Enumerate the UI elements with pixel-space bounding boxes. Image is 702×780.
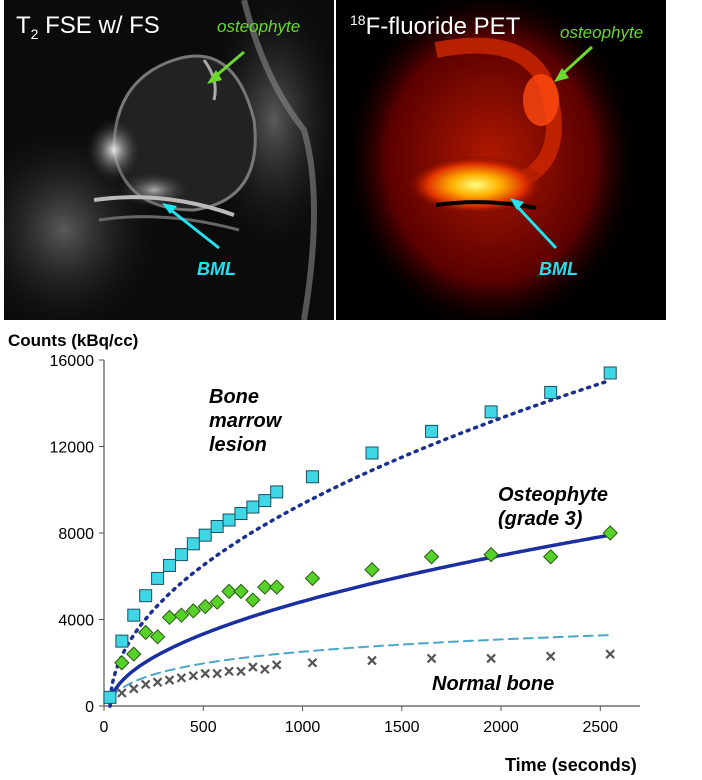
normal-bone-point [117, 688, 127, 698]
series-label-normal-bone: Normal bone [432, 673, 555, 695]
osteophyte-point [269, 579, 285, 595]
bml-point [163, 558, 177, 572]
x-tick-label: 2500 [582, 719, 618, 736]
bml-point [127, 608, 141, 622]
normal-bone-point [164, 675, 175, 685]
x-tick-label: 2000 [483, 719, 519, 736]
mri-knee-image [4, 0, 334, 320]
bml-point [258, 494, 272, 508]
mri-image-panel: T2 FSE w/ FS osteophyte BML [4, 0, 334, 320]
normal-bone-point [129, 683, 139, 694]
osteophyte-point [483, 546, 499, 563]
normal-bone-fit-line [110, 634, 612, 697]
bml-point [603, 366, 617, 380]
osteophyte-point [209, 594, 225, 610]
normal-bone-point [152, 677, 163, 687]
osteophyte-point [173, 607, 190, 623]
bml-point [115, 634, 129, 648]
y-tick-label: 4000 [58, 613, 94, 630]
normal-bone-point [271, 660, 282, 670]
normal-bone-point [188, 670, 199, 681]
normal-bone-point [260, 664, 270, 675]
bml-point [151, 571, 165, 585]
pet-osteophyte-label: osteophyte [560, 23, 644, 42]
normal-bone-point [605, 649, 615, 659]
normal-bone-point [426, 653, 437, 664]
normal-bone-point [224, 666, 234, 677]
osteophyte-point [602, 525, 618, 541]
normal-bone-point [200, 668, 211, 679]
normal-bone-point [367, 655, 377, 666]
osteophyte-point [364, 562, 380, 578]
x-tick-label: 1500 [384, 719, 420, 736]
mri-title: T2 FSE w/ FS [16, 12, 160, 42]
normal-bone-point [212, 668, 222, 679]
x-tick-label: 1000 [285, 719, 321, 736]
x-tick-label: 0 [100, 719, 109, 736]
osteophyte-point [114, 655, 130, 671]
osteophyte-point [149, 629, 166, 645]
uptake-chart: 0 500 1000 1500 2000 2500 0 4000 8000 12000 16000 [50, 353, 640, 736]
bml-fit-line [108, 378, 612, 708]
bml-point [305, 470, 319, 484]
osteophyte-point [423, 549, 440, 565]
normal-bone-point [307, 657, 318, 668]
normal-bone-point [236, 666, 246, 677]
osteophyte-point [221, 583, 237, 600]
osteophyte-point [185, 603, 202, 619]
osteophyte-point [137, 624, 154, 641]
bml-point [198, 528, 212, 542]
mri-osteophyte-label: osteophyte [217, 17, 301, 36]
pet-title: 18F-fluoride PET [350, 12, 521, 40]
bml-point [246, 500, 260, 514]
osteophyte-point [257, 579, 273, 595]
normal-bone-point [248, 662, 258, 672]
bml-point [484, 405, 498, 419]
pet-image-panel: 18F-fluoride PET osteophyte BML [336, 0, 666, 320]
osteophyte-point [197, 598, 213, 615]
osteophyte-point [304, 570, 321, 587]
osteophyte-point [233, 583, 249, 600]
series-label-osteophyte: Osteophyte (grade 3) [498, 484, 609, 530]
bml-point [222, 513, 236, 527]
mri-bml-label: BML [197, 259, 236, 279]
pet-bml-label: BML [539, 259, 578, 279]
normal-bone-point [545, 651, 556, 662]
bml-point [425, 424, 439, 438]
bml-point [544, 385, 558, 399]
bml-point [139, 589, 153, 603]
osteophyte-point [542, 549, 559, 565]
y-tick-label: 8000 [58, 526, 94, 543]
x-tick-label: 500 [190, 719, 217, 736]
y-tick-label: 12000 [50, 440, 95, 457]
bml-point [103, 690, 117, 704]
y-tick-label: 16000 [50, 353, 95, 370]
osteophyte-point [161, 609, 178, 626]
bml-point [234, 507, 248, 521]
normal-bone-point [486, 653, 496, 664]
y-tick-label: 0 [85, 699, 94, 716]
y-axis-label: Counts (kBq/cc) [8, 331, 139, 350]
normal-bone-point [140, 679, 151, 690]
bml-point [210, 520, 224, 534]
normal-bone-point [176, 673, 187, 683]
series-label-bml: Bone marrow lesion [209, 386, 282, 456]
pet-knee-image [336, 0, 666, 320]
bml-point [365, 446, 379, 460]
bml-point [174, 548, 188, 562]
osteophyte-fit-line [108, 533, 612, 708]
bml-point [186, 537, 200, 551]
osteophyte-point [126, 646, 142, 662]
osteophyte-point [245, 592, 261, 608]
bml-point [270, 485, 284, 499]
x-axis-label: Time (seconds) [505, 755, 637, 775]
